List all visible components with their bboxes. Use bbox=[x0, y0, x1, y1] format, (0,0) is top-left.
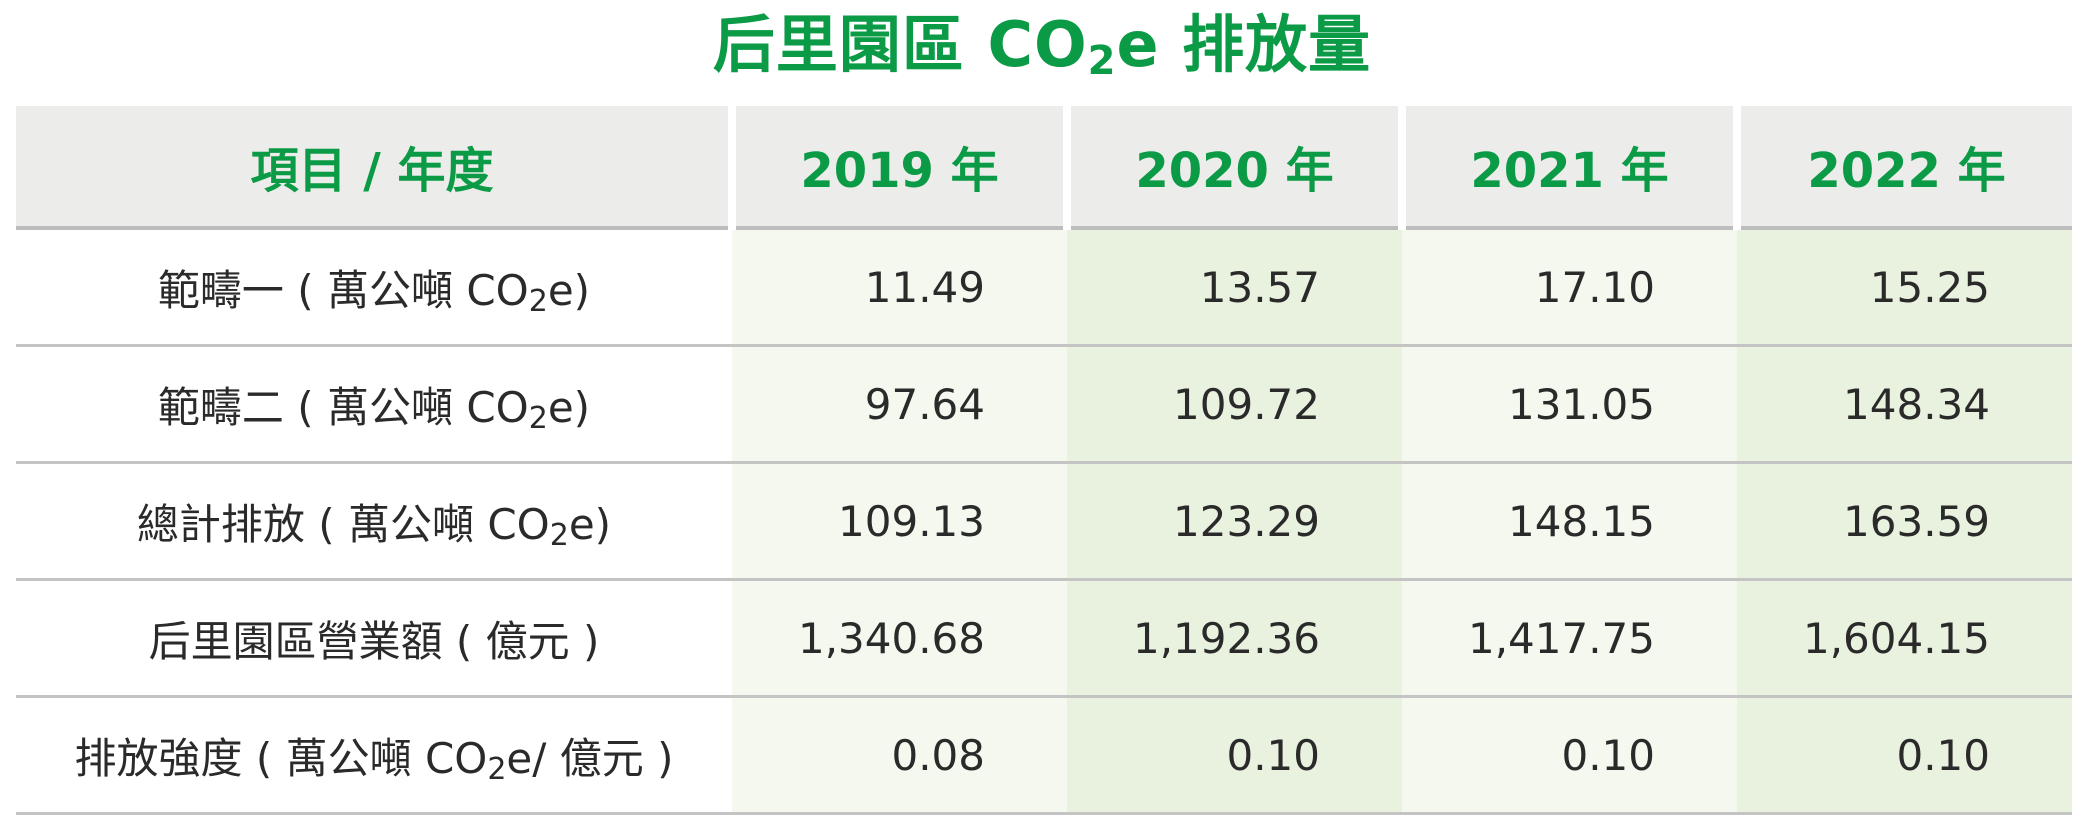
cell-2021: 1,417.75 bbox=[1402, 579, 1737, 698]
cell-2022: 0.10 bbox=[1737, 696, 2072, 815]
emissions-table: 項目 / 年度 2019 年 2020 年 2021 年 2022 年 範疇一 … bbox=[16, 106, 2072, 815]
cell-2022: 1,604.15 bbox=[1737, 579, 2072, 698]
row-label: 總計排放 ( 萬公噸 CO2e) bbox=[16, 462, 732, 581]
header-2019: 2019 年 bbox=[728, 106, 1067, 230]
table-row: 總計排放 ( 萬公噸 CO2e) 109.13 123.29 148.15 16… bbox=[16, 462, 2072, 581]
row-label-pre: 排放強度 ( 萬公噸 CO bbox=[74, 733, 488, 783]
row-label-sub: 2 bbox=[528, 400, 548, 436]
row-label-post: e) bbox=[568, 499, 612, 549]
title-prefix: 后里園區 CO bbox=[712, 8, 1088, 81]
cell-2021: 131.05 bbox=[1402, 345, 1737, 464]
row-label: 範疇二 ( 萬公噸 CO2e) bbox=[16, 345, 732, 464]
row-label-pre: 后里園區營業額 ( 億元 ) bbox=[148, 616, 600, 666]
header-2021: 2021 年 bbox=[1398, 106, 1737, 230]
cell-2021: 148.15 bbox=[1402, 462, 1737, 581]
table-row: 排放強度 ( 萬公噸 CO2e/ 億元 ) 0.08 0.10 0.10 0.1… bbox=[16, 696, 2072, 815]
cell-2020: 1,192.36 bbox=[1067, 579, 1402, 698]
row-label-pre: 範疇一 ( 萬公噸 CO bbox=[157, 265, 529, 315]
cell-2020: 123.29 bbox=[1067, 462, 1402, 581]
cell-2019: 109.13 bbox=[732, 462, 1067, 581]
header-2022: 2022 年 bbox=[1733, 106, 2072, 230]
row-label-sub: 2 bbox=[487, 751, 507, 787]
table-row: 範疇二 ( 萬公噸 CO2e) 97.64 109.72 131.05 148.… bbox=[16, 345, 2072, 464]
title-subscript: 2 bbox=[1087, 38, 1117, 84]
row-label: 範疇一 ( 萬公噸 CO2e) bbox=[16, 228, 732, 347]
page-title: 后里園區 CO2e 排放量 bbox=[0, 0, 2084, 100]
cell-2019: 0.08 bbox=[732, 696, 1067, 815]
cell-2019: 11.49 bbox=[732, 228, 1067, 347]
cell-2019: 97.64 bbox=[732, 345, 1067, 464]
row-label: 后里園區營業額 ( 億元 ) bbox=[16, 579, 732, 698]
cell-2022: 148.34 bbox=[1737, 345, 2072, 464]
title-suffix: e 排放量 bbox=[1116, 8, 1372, 81]
cell-2020: 13.57 bbox=[1067, 228, 1402, 347]
cell-2021: 0.10 bbox=[1402, 696, 1737, 815]
cell-2020: 109.72 bbox=[1067, 345, 1402, 464]
cell-2021: 17.10 bbox=[1402, 228, 1737, 347]
table-header-row: 項目 / 年度 2019 年 2020 年 2021 年 2022 年 bbox=[16, 106, 2072, 230]
row-label-post: e) bbox=[547, 265, 591, 315]
table-row: 範疇一 ( 萬公噸 CO2e) 11.49 13.57 17.10 15.25 bbox=[16, 228, 2072, 347]
row-label: 排放強度 ( 萬公噸 CO2e/ 億元 ) bbox=[16, 696, 732, 815]
cell-2020: 0.10 bbox=[1067, 696, 1402, 815]
row-label-pre: 總計排放 ( 萬公噸 CO bbox=[136, 499, 550, 549]
cell-2022: 163.59 bbox=[1737, 462, 2072, 581]
row-label-sub: 2 bbox=[528, 283, 548, 319]
row-label-sub: 2 bbox=[549, 517, 569, 553]
table-row: 后里園區營業額 ( 億元 ) 1,340.68 1,192.36 1,417.7… bbox=[16, 579, 2072, 698]
header-item-year: 項目 / 年度 bbox=[16, 106, 732, 230]
row-label-post: e) bbox=[547, 382, 591, 432]
cell-2019: 1,340.68 bbox=[732, 579, 1067, 698]
row-label-post: e/ 億元 ) bbox=[506, 733, 674, 783]
header-2020: 2020 年 bbox=[1063, 106, 1402, 230]
cell-2022: 15.25 bbox=[1737, 228, 2072, 347]
row-label-pre: 範疇二 ( 萬公噸 CO bbox=[157, 382, 529, 432]
